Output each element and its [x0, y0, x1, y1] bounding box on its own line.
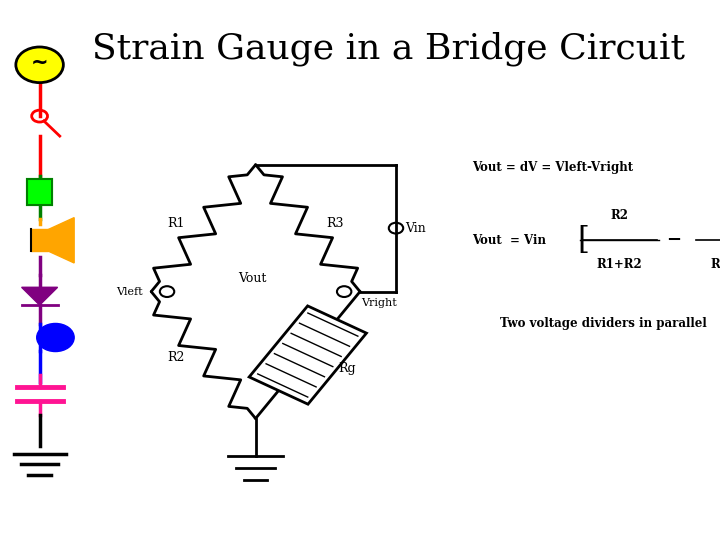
Text: Two voltage dividers in parallel: Two voltage dividers in parallel — [500, 318, 707, 330]
Text: Vout: Vout — [238, 272, 266, 285]
Polygon shape — [31, 230, 48, 251]
Text: −: − — [665, 231, 681, 249]
Text: [: [ — [577, 225, 589, 256]
Text: R3+Rg: R3+Rg — [710, 258, 720, 271]
Polygon shape — [22, 287, 58, 305]
Circle shape — [37, 323, 74, 352]
Text: Vleft: Vleft — [116, 287, 143, 296]
Text: R2: R2 — [611, 210, 628, 222]
Text: R1+R2: R1+R2 — [596, 258, 642, 271]
Text: Strain Gauge in a Bridge Circuit: Strain Gauge in a Bridge Circuit — [92, 31, 685, 66]
Text: Vright: Vright — [361, 299, 397, 308]
Text: Vout = dV = Vleft-Vright: Vout = dV = Vleft-Vright — [472, 161, 633, 174]
Text: R2: R2 — [167, 351, 185, 364]
Polygon shape — [249, 306, 366, 404]
Text: R3: R3 — [326, 217, 344, 231]
Text: R1: R1 — [167, 217, 185, 231]
Polygon shape — [48, 218, 74, 263]
Circle shape — [16, 47, 63, 83]
Bar — [27, 179, 52, 205]
Bar — [27, 179, 52, 205]
Text: Vin: Vin — [405, 221, 426, 235]
Text: Vout  = Vin: Vout = Vin — [472, 234, 546, 247]
Text: Rg: Rg — [338, 362, 356, 375]
Text: ~: ~ — [31, 53, 48, 73]
